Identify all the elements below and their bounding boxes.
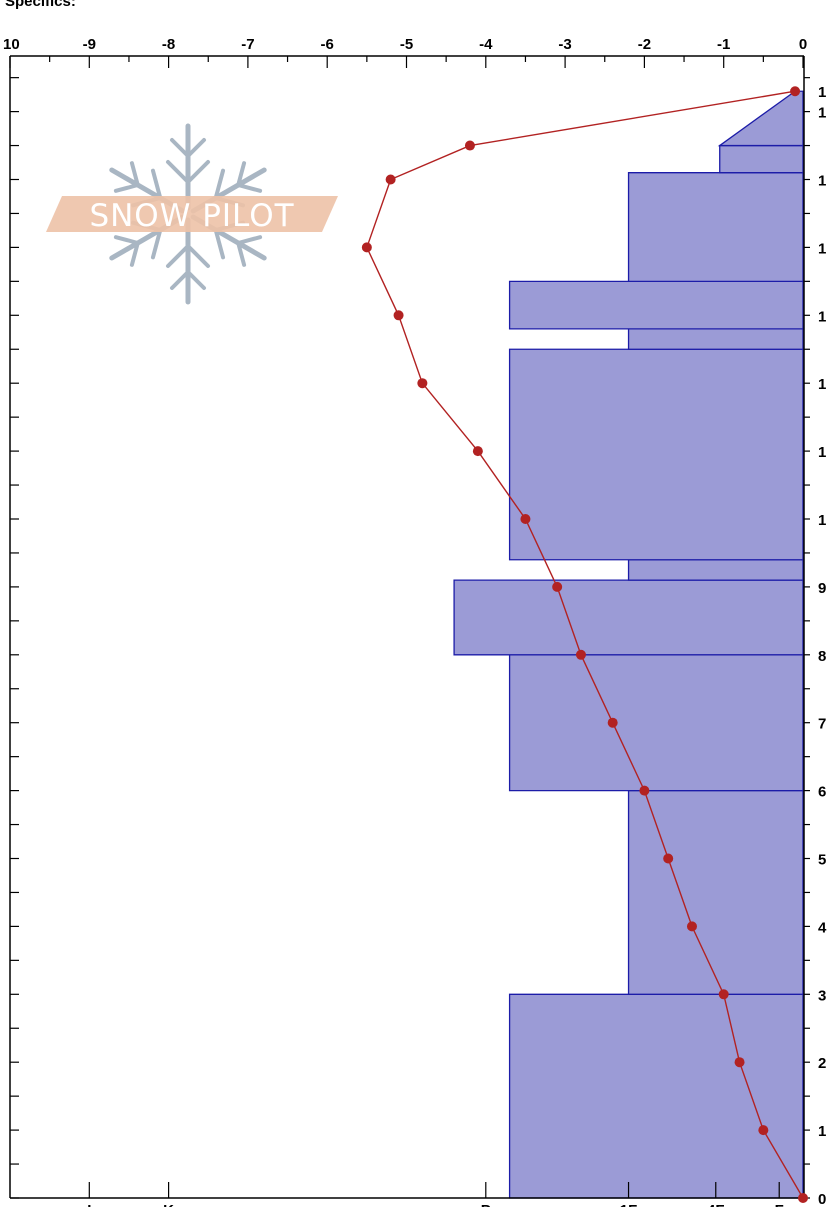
top-x-tick-label: -6 [321, 36, 334, 53]
right-depth-tick-label: 5 [818, 852, 826, 869]
snowflake-branch [186, 160, 210, 184]
top-x-tick-label: -1 [717, 36, 730, 53]
bottom-hardness-label: 1F [620, 1202, 638, 1207]
right-depth-tick-label: 4 [818, 919, 827, 936]
snow-pilot-watermark: SNOW PILOT [46, 123, 338, 305]
temperature-point [718, 989, 729, 1000]
bottom-hardness-label: I [87, 1202, 91, 1207]
top-x-tick-label: -8 [162, 36, 175, 53]
temperature-point [790, 86, 801, 97]
temperature-point [472, 446, 483, 457]
snowflake-arm [166, 217, 210, 305]
temperature-profile [361, 86, 808, 1203]
right-depth-tick-label: 8 [818, 648, 826, 665]
hardness-layer-bar [508, 348, 804, 561]
right-depth-tick-label: 1 [818, 308, 826, 325]
bottom-hardness-label: 4F [707, 1202, 725, 1207]
temperature-point [552, 581, 563, 592]
top-x-tick-label: -7 [241, 36, 254, 53]
temperature-point [464, 140, 475, 151]
top-x-tick-label: -9 [83, 36, 96, 53]
bottom-hardness-label: F [775, 1202, 784, 1207]
temperature-point [520, 514, 531, 524]
temperature-point [361, 242, 372, 253]
snowflake-branch [236, 161, 247, 187]
temperature-point [385, 174, 396, 185]
chart-tick-labels: 10 -9 -8 -7 -6 -5 -4 -3 -2 -1 0 0 1 2 3 4 5 6 7 8 9 1 1 1 1 1 1 1 1 I… [3, 36, 827, 1207]
top-x-tick-label: -3 [558, 36, 571, 53]
watermark-band [46, 196, 338, 232]
snowflake-branch [150, 168, 163, 200]
top-x-tick-label: 0 [799, 36, 807, 53]
snowflake-branch [186, 270, 206, 290]
hand-hardness-bars [453, 90, 804, 1199]
right-depth-tick-label: 2 [818, 1055, 826, 1072]
temperature-point [575, 649, 586, 660]
snowflake-branch [236, 183, 263, 193]
snowflake-branch [129, 241, 140, 267]
chart-header-title: Specifics: [5, 0, 76, 10]
hardness-layer-bar [508, 280, 804, 330]
snowflake-branch [166, 160, 190, 184]
hardness-layer-bar [453, 579, 804, 656]
top-x-tick-label: 10 [3, 36, 20, 53]
temperature-point [734, 1057, 745, 1068]
top-x-tick-label: -2 [638, 36, 651, 53]
temperature-point [798, 1193, 808, 1203]
right-depth-tick-label: 1 [818, 105, 826, 122]
right-depth-tick-label: 7 [818, 716, 826, 733]
temperature-point [393, 310, 404, 321]
hardness-layer-bar [627, 172, 804, 283]
snowflake-branch [236, 235, 263, 245]
hardness-layer-bar [508, 654, 804, 792]
snowflake-branch [150, 228, 163, 260]
right-depth-tick-label: 1 [818, 173, 826, 190]
temperature-point [663, 853, 674, 864]
snowflake-branch [166, 244, 190, 268]
bottom-hardness-label: P [481, 1202, 491, 1207]
bottom-hardness-label: K [163, 1202, 174, 1207]
snowflake-arm [166, 123, 210, 211]
hardness-layer-bar [717, 90, 804, 147]
right-depth-tick-label: 1 [818, 1123, 826, 1140]
right-depth-tick-label: 1 [818, 240, 826, 257]
temperature-point [758, 1125, 769, 1136]
temperature-point [686, 921, 697, 932]
watermark-text: SNOW PILOT [89, 198, 294, 234]
snowflake-branch [170, 138, 190, 158]
right-depth-tick-label: 9 [818, 580, 826, 597]
snowflake-branch [213, 168, 226, 200]
right-depth-tick-label: 1 [818, 376, 826, 393]
snowflake-branch [113, 235, 140, 245]
right-depth-tick-label: 6 [818, 784, 826, 801]
right-depth-tick-label: 1 [818, 84, 826, 101]
snowflake-branch [236, 241, 247, 267]
snowflake-branch [170, 270, 190, 290]
right-depth-tick-label: 1 [818, 512, 826, 529]
temperature-profile-line [366, 90, 804, 1199]
right-depth-tick-label: 3 [818, 987, 826, 1004]
top-x-tick-label: -4 [479, 36, 493, 53]
snowflake-branch [113, 183, 140, 193]
chart-axes [9, 55, 810, 1199]
snowflake-branch [129, 161, 140, 187]
hardness-layer-bar [508, 993, 804, 1199]
hardness-layer-bar [719, 144, 804, 174]
right-depth-tick-label: 1 [818, 444, 826, 461]
temperature-point [639, 785, 650, 796]
hardness-layer-bar [627, 328, 804, 350]
temperature-point [607, 717, 618, 728]
hardness-layer-bar [627, 559, 804, 581]
snowflake-branch [213, 228, 226, 260]
snowflake-branch [186, 244, 210, 268]
right-depth-tick-label: 0 [818, 1191, 826, 1207]
top-x-tick-label: -5 [400, 36, 413, 53]
snowflake-branch [186, 138, 206, 158]
temperature-point [417, 378, 428, 389]
